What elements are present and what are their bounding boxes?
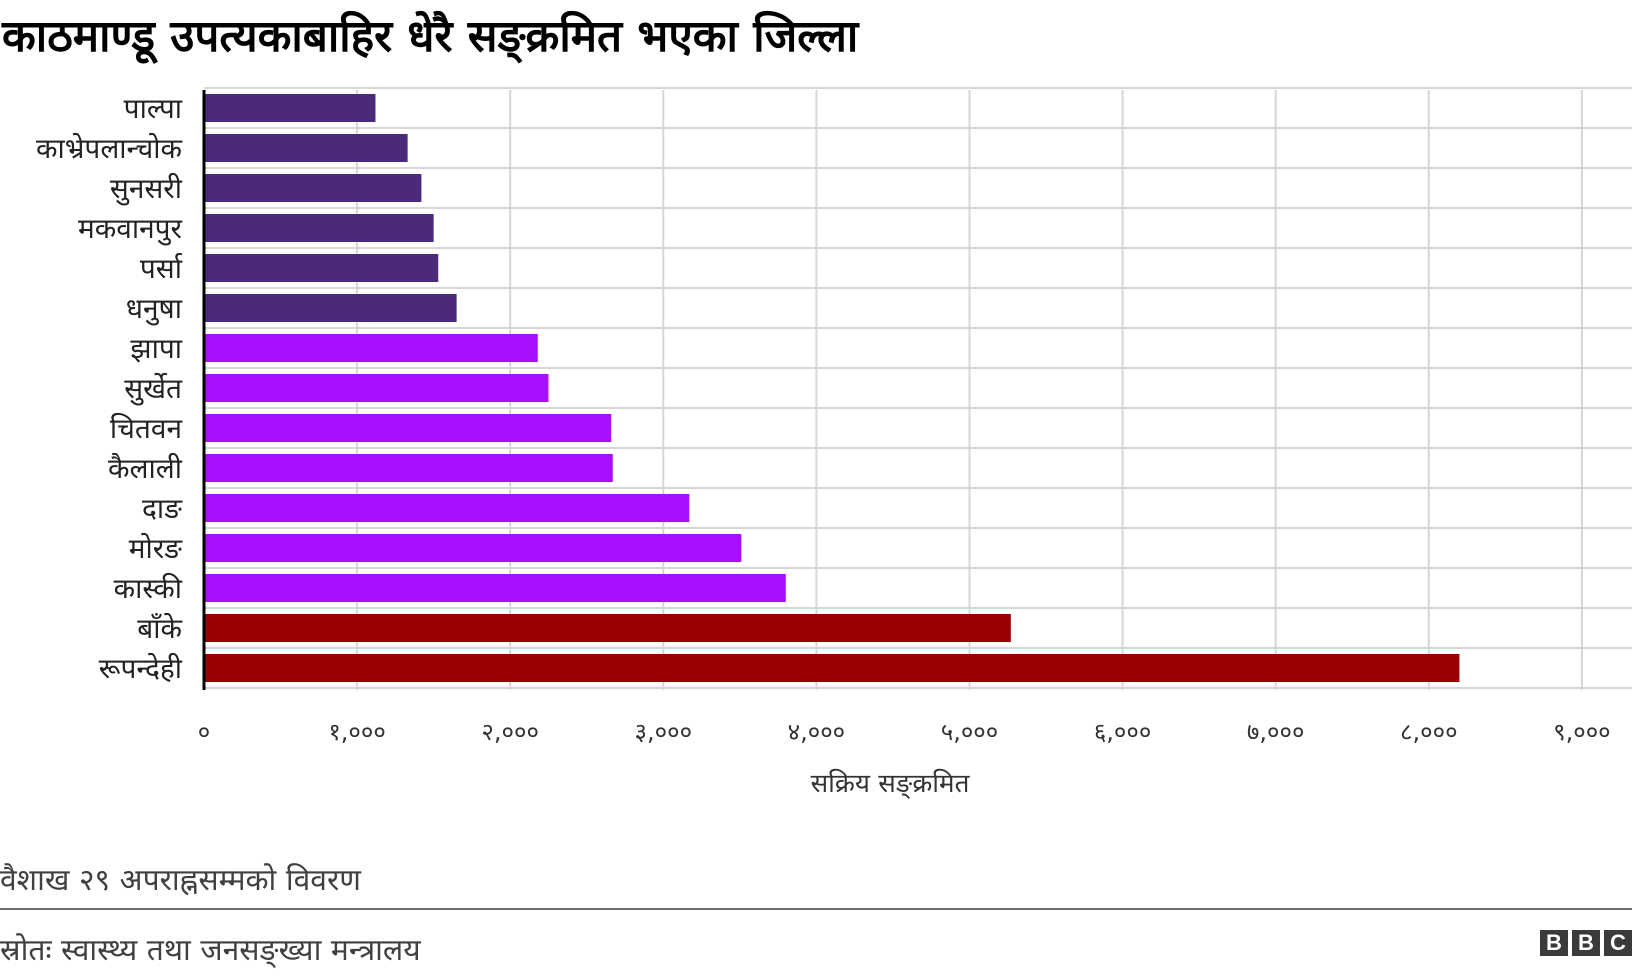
category-label: चितवन	[110, 412, 183, 445]
category-label: पाल्पा	[124, 92, 183, 125]
bar	[204, 454, 613, 482]
category-label: धनुषा	[126, 292, 183, 326]
category-label: सुनसरी	[110, 172, 183, 206]
bar	[204, 294, 457, 322]
bar	[204, 534, 742, 562]
logo-letter-b1: B	[1540, 930, 1568, 956]
category-label: सुर्खेत	[124, 372, 183, 406]
bar	[204, 214, 434, 242]
category-label: कैलाली	[108, 452, 183, 485]
date-note: वैशाख २९ अपराह्नसम्मको विवरण	[0, 863, 361, 898]
category-label: झापा	[130, 332, 182, 365]
x-tick-label: ६,०००	[1094, 718, 1152, 746]
bar	[204, 174, 422, 202]
bbc-logo: B B C	[1540, 930, 1632, 956]
bar	[204, 254, 439, 282]
category-label: पर्सा	[140, 252, 183, 285]
footer-divider	[0, 908, 1632, 910]
x-axis-title: सक्रिय सङ्क्रमित	[811, 768, 971, 799]
category-label: मकवानपुर	[78, 212, 183, 246]
bar	[204, 614, 1011, 642]
x-tick-label: ८,०००	[1400, 718, 1458, 746]
source-text: स्रोतः स्वास्थ्य तथा जनसङ्ख्या मन्त्रालय	[0, 933, 421, 968]
bar	[204, 334, 538, 362]
category-label: दाङ	[142, 492, 183, 525]
bar	[204, 654, 1460, 682]
category-label: रूपन्देही	[99, 652, 183, 685]
chart-title: काठमाण्डू उपत्यकाबाहिर धेरै सङ्क्रमित भए…	[2, 11, 859, 62]
x-tick-label: ५,०००	[941, 718, 999, 746]
category-label: काभ्रेपलान्चोक	[36, 132, 183, 165]
bar	[204, 94, 376, 122]
bar	[204, 574, 786, 602]
bar	[204, 134, 408, 162]
logo-letter-c: C	[1604, 930, 1632, 956]
x-tick-label: ३,०००	[635, 718, 693, 746]
bar	[204, 494, 690, 522]
x-tick-label: ४,०००	[788, 718, 846, 746]
category-label: मोरङ	[129, 532, 183, 565]
x-tick-label: २,०००	[481, 718, 539, 746]
x-tick-label: ०	[198, 718, 210, 746]
bar	[204, 414, 612, 442]
category-label: बाँके	[137, 612, 182, 645]
x-tick-label: ७,०००	[1247, 718, 1305, 746]
x-tick-label: १,०००	[328, 718, 386, 746]
bar-chart: ० १,००० २,००० ३,००० ४,००० ५,००० ६,००० ७,००० ८,००…	[36, 87, 1632, 799]
x-tick-label: ९,०००	[1553, 718, 1611, 746]
bar	[204, 374, 549, 402]
logo-letter-b2: B	[1572, 930, 1600, 956]
category-label: कास्की	[114, 572, 183, 605]
